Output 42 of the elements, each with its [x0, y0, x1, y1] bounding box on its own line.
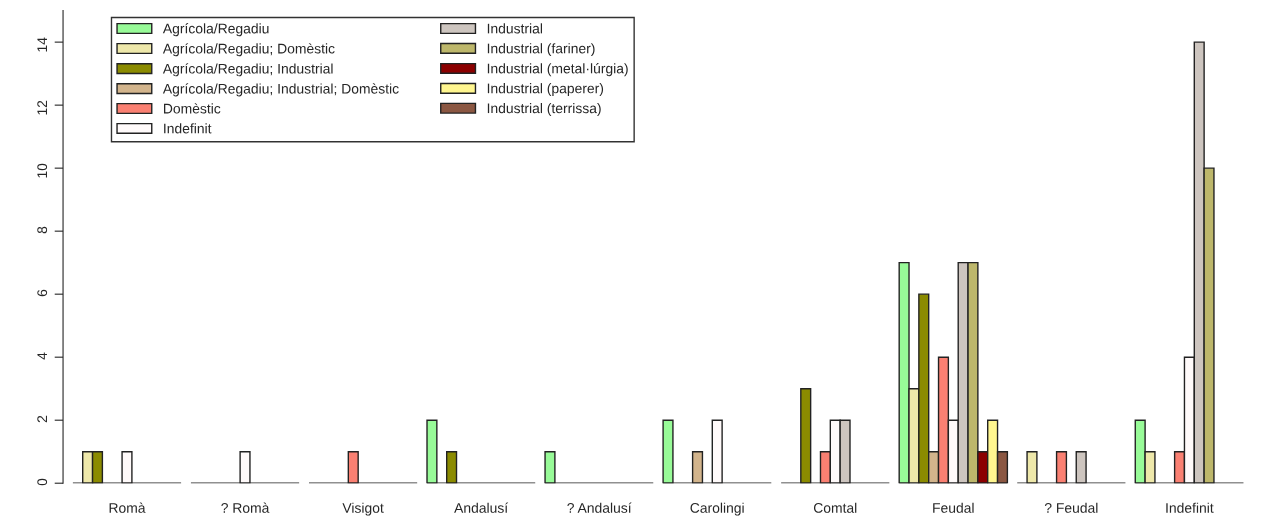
legend-label: Domèstic [164, 103, 221, 114]
x-tick-label: Andalusí [454, 502, 509, 513]
x-tick-label: ? Feudal [1044, 502, 1098, 513]
bar [691, 451, 704, 484]
bar [1075, 451, 1087, 484]
bar [239, 451, 251, 484]
bar [1055, 451, 1068, 484]
x-tick-label: Feudal [933, 502, 974, 513]
y-tick-label: 0 [37, 478, 48, 486]
y-tick-label: 2 [37, 415, 47, 423]
x-tick-label: Romà [109, 502, 146, 513]
legend-label: Industrial [487, 23, 542, 34]
bar [662, 419, 674, 484]
y-tick-label: 12 [37, 100, 47, 115]
bar [121, 451, 133, 484]
bar [445, 451, 458, 484]
bar [711, 419, 723, 484]
bar [1026, 451, 1038, 484]
x-tick-label: Comtal [813, 502, 857, 513]
legend-label: Industrial (fariner) [487, 43, 595, 57]
y-tick-label: 8 [37, 226, 48, 234]
y-tick-label: 4 [37, 352, 47, 360]
y-tick-label: 6 [37, 289, 48, 297]
legend-label: Industrial (metal·lúrgia) [487, 63, 628, 77]
x-tick-label: ? Andalusí [567, 502, 632, 513]
x-tick-label: Visigot [342, 502, 384, 516]
x-tick-label: Indefinit [1166, 502, 1214, 513]
x-tick-label: ? Romà [221, 502, 270, 513]
legend-label: Agrícola/Regadiu; Industrial; Domèstic [162, 83, 399, 97]
legend-label: Agrícola/Regadiu [162, 23, 269, 37]
x-tick-label: Carolingi [690, 502, 744, 516]
bar [426, 419, 438, 484]
legend-label: Industrial (terrissa) [487, 103, 601, 116]
y-tick-label: 14 [37, 37, 47, 52]
y-tick-label: 10 [37, 163, 48, 178]
bar [800, 387, 812, 484]
legend-label: Industrial (paperer) [487, 83, 604, 97]
bar [347, 451, 359, 484]
legend-label: Agrícola/Regadiu; Domèstic [162, 43, 335, 57]
legend-label: Indefinit [164, 123, 212, 134]
bar [544, 451, 556, 484]
legend-label: Agrícola/Regadiu; Industrial [162, 63, 333, 77]
